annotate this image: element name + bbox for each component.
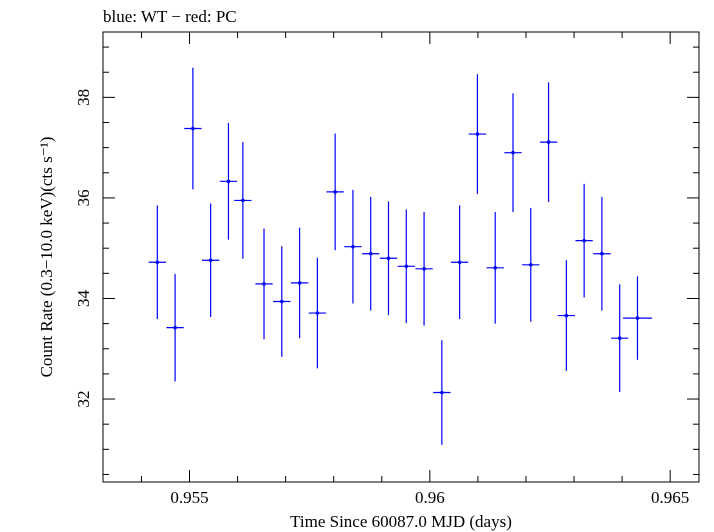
y-axis-label: Count Rate (0.3−10.0 keV)(cts s⁻¹) — [37, 137, 56, 378]
data-points — [148, 67, 652, 445]
data-point — [504, 93, 522, 212]
point-marker — [208, 258, 213, 263]
point-marker — [528, 262, 533, 267]
point-marker — [440, 390, 444, 395]
point-marker — [511, 150, 515, 155]
data-point — [486, 212, 504, 324]
point-marker — [582, 238, 586, 243]
x-tick-label: 0.955 — [170, 488, 208, 507]
data-point — [234, 142, 252, 259]
point-marker — [386, 256, 391, 261]
x-tick-label: 0.96 — [415, 488, 445, 507]
y-tick-label: 34 — [74, 289, 93, 307]
data-point — [433, 340, 451, 445]
point-marker — [493, 266, 498, 270]
point-marker — [457, 260, 462, 265]
data-point — [468, 74, 487, 194]
data-point — [290, 227, 309, 339]
data-point — [522, 207, 540, 322]
plot-frame — [102, 31, 700, 483]
y-tick-label: 36 — [74, 189, 93, 206]
x-tick-label: 0.965 — [651, 488, 689, 507]
point-marker — [173, 325, 177, 330]
point-marker — [262, 282, 266, 286]
point-marker — [475, 132, 480, 136]
data-point — [273, 246, 291, 357]
data-point — [379, 201, 398, 316]
x-axis-ticks: 0.955 0.96 0.965 — [140, 32, 689, 507]
point-marker — [315, 311, 320, 315]
x-axis-label: Time Since 60087.0 MJD (days) — [290, 512, 512, 531]
point-marker — [422, 267, 426, 271]
point-marker — [635, 316, 640, 320]
data-point — [397, 209, 415, 324]
point-marker — [241, 198, 245, 203]
data-point — [326, 133, 344, 251]
point-marker — [280, 299, 284, 304]
data-point — [148, 205, 166, 320]
data-point — [308, 257, 327, 369]
data-point — [575, 183, 593, 298]
data-point — [184, 67, 202, 190]
point-marker — [617, 336, 622, 341]
y-axis-ticks: 32 34 36 38 — [74, 46, 699, 475]
point-marker — [564, 313, 569, 318]
data-point — [450, 205, 469, 320]
point-marker — [546, 140, 551, 144]
data-point — [593, 196, 611, 311]
data-point — [623, 276, 652, 360]
point-marker — [155, 260, 160, 265]
data-point — [166, 273, 184, 382]
point-marker — [600, 251, 604, 256]
point-marker — [333, 190, 337, 194]
point-marker — [351, 244, 355, 249]
point-marker — [368, 251, 373, 256]
chart-title: blue: WT − red: PC — [103, 7, 237, 26]
point-marker — [191, 126, 195, 131]
data-point — [557, 260, 575, 371]
y-tick-label: 32 — [74, 391, 93, 408]
data-point — [611, 284, 629, 392]
data-point — [344, 189, 362, 304]
data-point — [362, 196, 380, 311]
data-point — [202, 203, 220, 318]
data-point — [255, 228, 273, 340]
point-marker — [226, 179, 231, 184]
point-marker — [404, 264, 409, 269]
y-tick-label: 38 — [74, 89, 93, 106]
point-marker — [297, 281, 302, 285]
data-point — [539, 82, 558, 202]
data-point — [219, 123, 238, 240]
data-point — [415, 212, 433, 326]
